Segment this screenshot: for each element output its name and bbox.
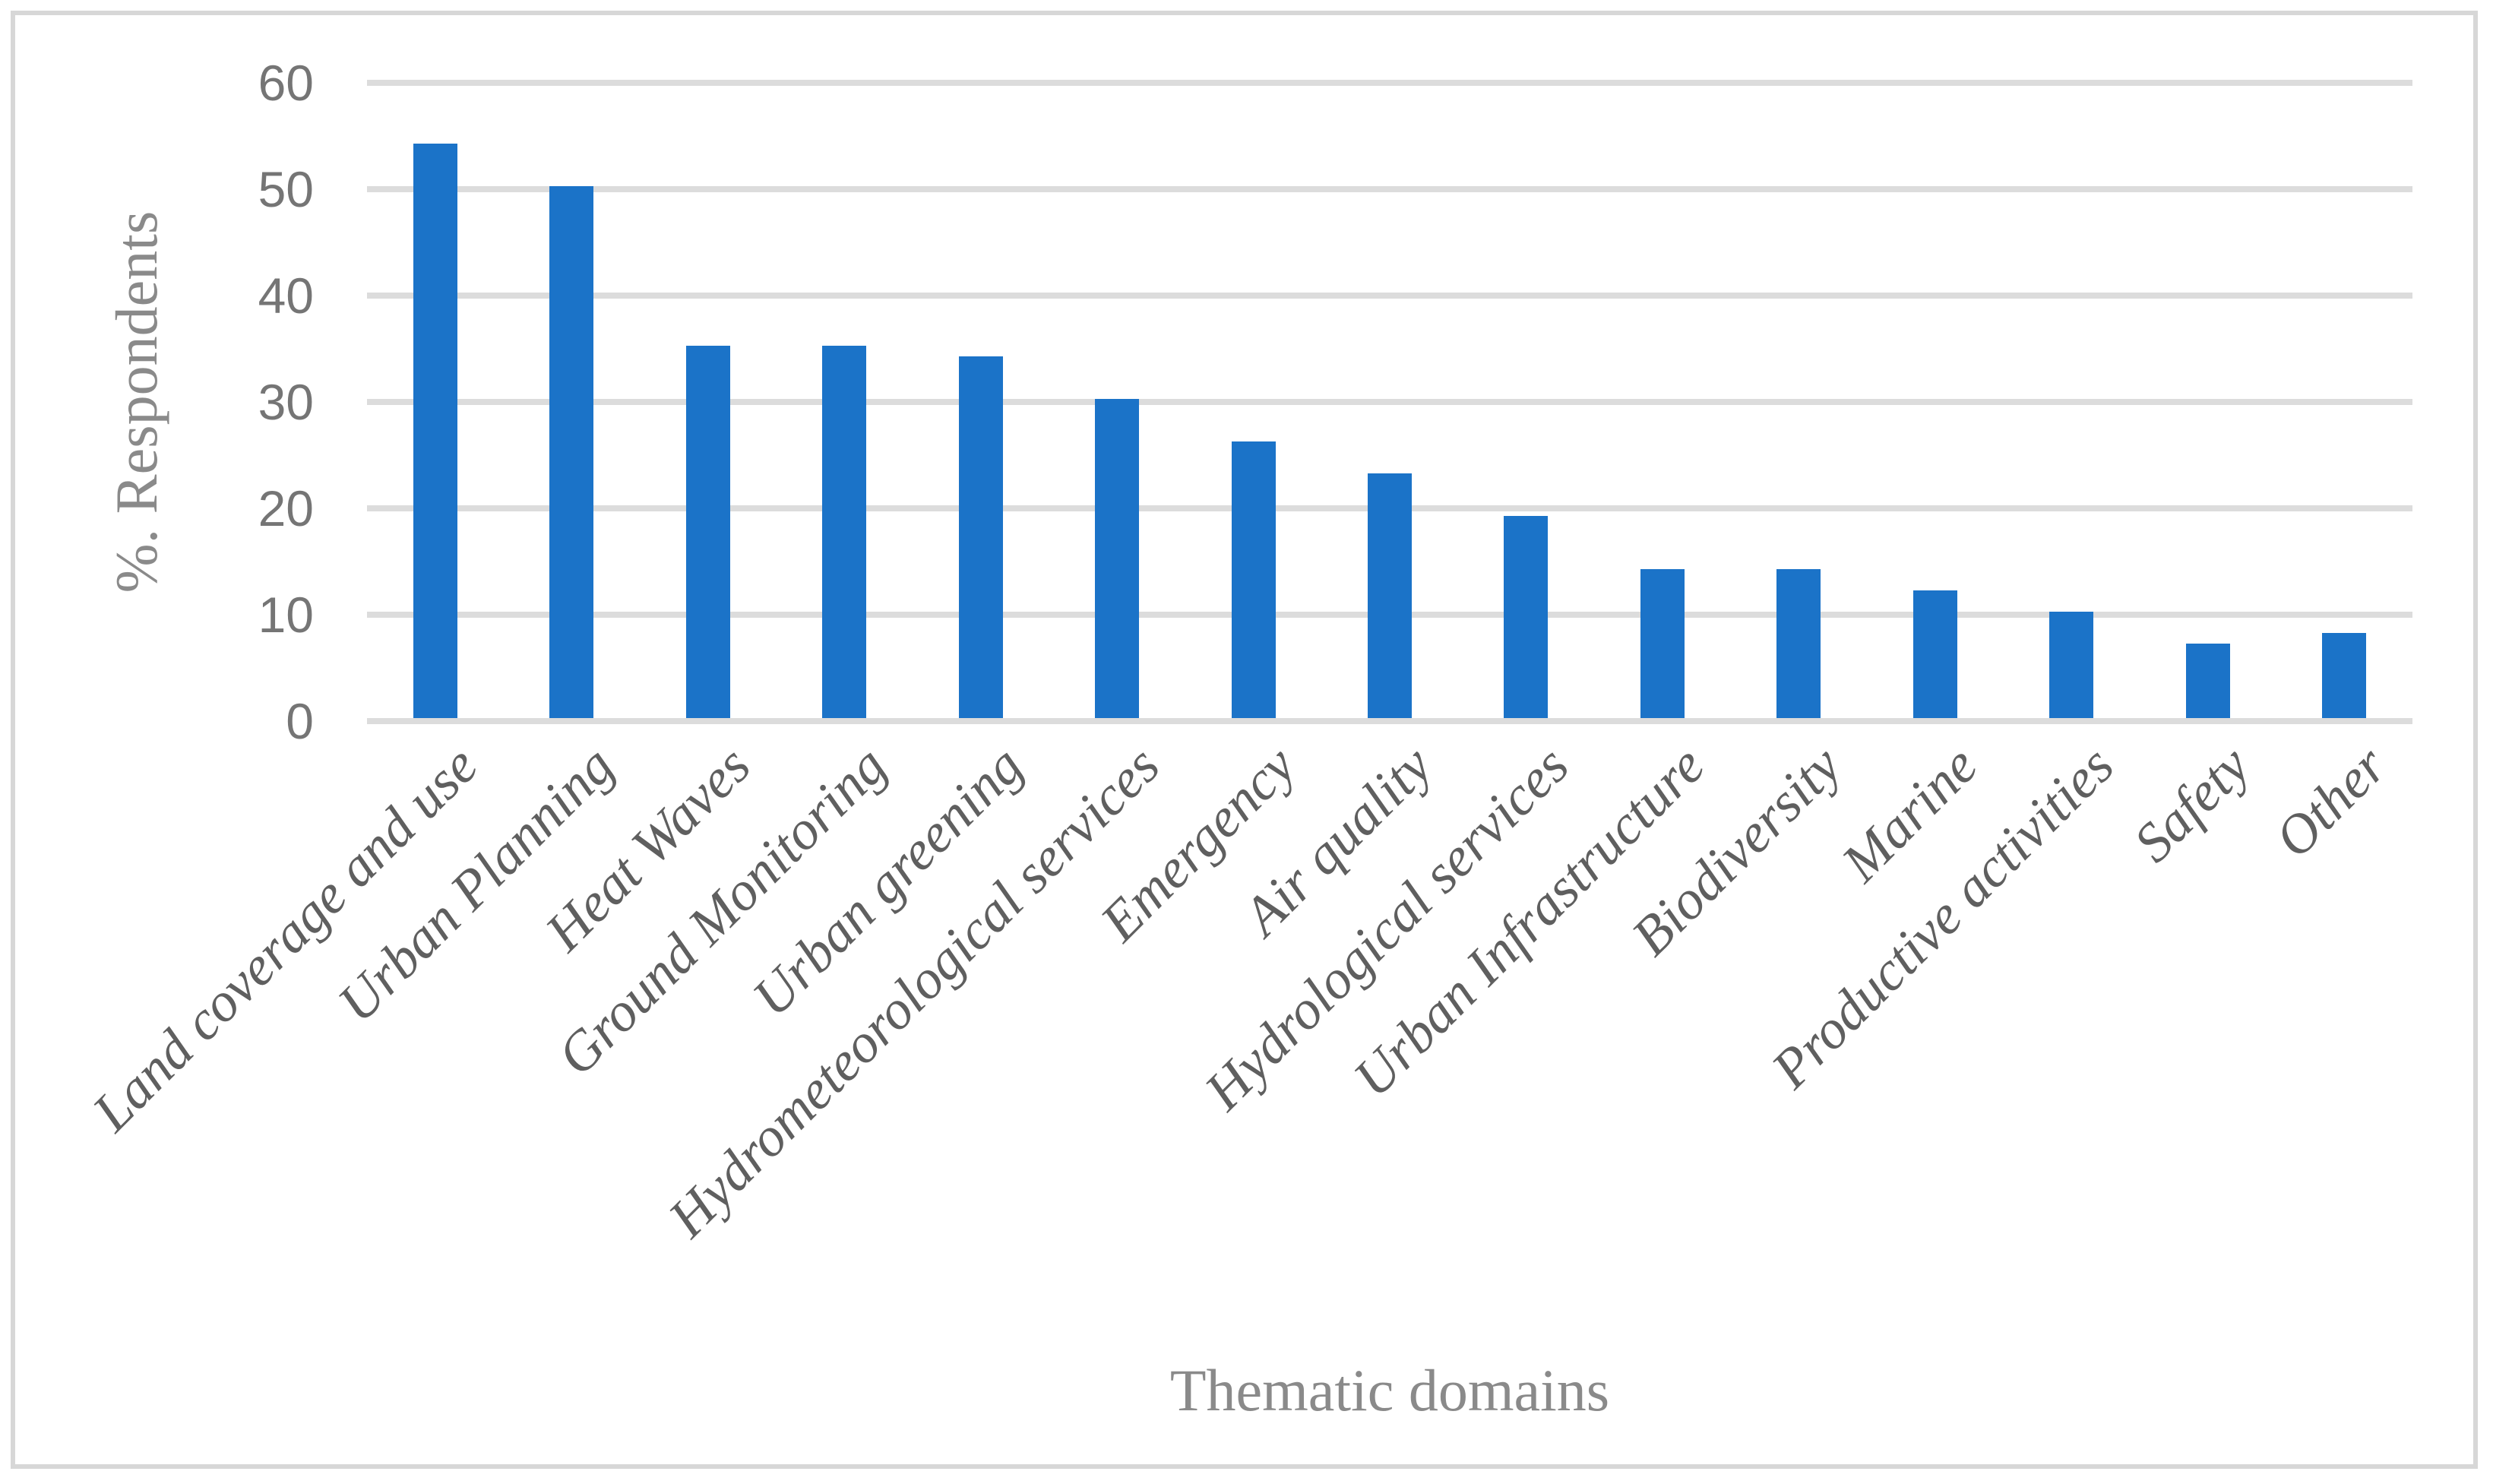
gridline-y60 [367,80,2412,86]
gridline-y0 [367,718,2412,724]
bar-emergency [1231,441,1276,718]
bar-air-quality [1368,473,1412,718]
bar-hydrological-services [1504,516,1549,718]
bar-ground-monitoring [822,346,867,718]
bar-urban-infrastructure [1640,569,1685,718]
bar-heat-waves [685,346,730,718]
bar-productive-activities [2049,612,2094,718]
bar-safety [2185,644,2230,718]
y-tick-label: 50 [258,161,314,217]
bar-urban-planning [549,186,594,718]
bar-urban-greening [958,356,1003,718]
y-tick-label: 30 [258,374,314,430]
y-axis-title: %. Respondents [103,210,169,593]
bar-biodiversity [1776,569,1821,718]
y-tick-label: 60 [258,55,314,111]
bar-hydrometeorological-services [1095,399,1140,718]
bar-other [2322,633,2367,718]
gridline-y30 [367,399,2412,405]
plot-area [367,80,2412,724]
y-tick-label: 20 [258,480,314,536]
figure-border [11,11,2478,1469]
bar-marine [1912,590,1957,718]
x-axis-title: Thematic domains [1169,1357,1610,1423]
bar-land-coverage-and-use [413,144,457,718]
y-tick-label: 0 [286,693,314,749]
y-tick-label: 40 [258,267,314,324]
y-tick-label: 10 [258,587,314,643]
gridline-y50 [367,186,2412,192]
gridline-y40 [367,293,2412,299]
